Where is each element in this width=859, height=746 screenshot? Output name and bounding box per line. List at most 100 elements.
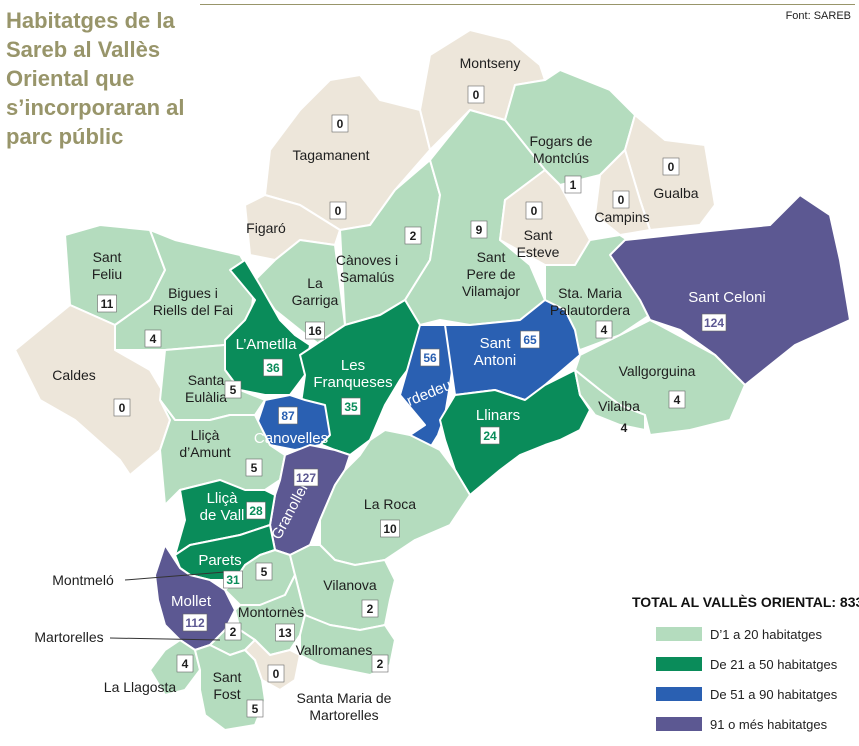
municipality-name-caldes: Caldes [52,367,96,383]
value-box-campins [612,190,630,209]
value-box-cànoves-i-samalús [404,226,422,245]
value-box-montseny [467,85,485,104]
value-box-vilanova [361,599,379,618]
value-label-mollet: 112 [185,616,205,630]
value-box-la-llagosta [176,654,194,673]
value-label-caldes: 0 [119,401,126,415]
value-label-montseny: 0 [473,88,480,102]
legend-row: D’1 a 20 habitatges [632,626,857,642]
value-box-bigues-i-riells-del-fai [144,329,162,348]
value-box-vallromanes [371,654,389,673]
municipality-name-fogars-de-montclús: Fogars de Montclús [529,133,592,166]
value-label-vilanova: 2 [367,602,374,616]
legend-label: De 21 a 50 habitatges [710,656,838,672]
municipality-name-santa-maria-de-martorelles: Santa Maria de Martorelles [297,690,392,723]
value-label-la-llagosta: 4 [182,657,189,671]
value-box-mollet [182,613,208,632]
value-box-parets [223,570,243,589]
value-label-les-franqueses: 35 [344,400,358,414]
value-label-figaró: 0 [335,204,342,218]
value-label-lliçà-d-amunt: 5 [251,461,258,475]
region-sant-celoni[interactable] [609,194,851,386]
value-box-sant-feliu [97,294,117,313]
value-box-sant-celoni [701,313,727,332]
value-box-montornès [275,623,295,642]
municipality-name-la-roca: La Roca [364,496,416,512]
legend-label: De 51 a 90 habitatges [710,686,838,702]
region-vallromanes[interactable] [299,614,396,676]
value-box-l-ametlla [263,358,283,377]
value-label-sant-antoni: 65 [523,333,537,347]
value-label-sta-maria-palautordera: 4 [601,323,608,337]
value-label-sant-fost: 5 [252,702,259,716]
value-box-sant-fost [246,699,264,718]
value-box-sant-pere-de-vilamajor [470,220,488,239]
value-label-bigues-i-riells-del-fai: 4 [150,332,157,346]
value-label-sant-feliu: 11 [101,297,114,311]
municipality-name-sant-fost: Sant Fost [213,669,242,702]
value-label-cardedeu: 56 [423,351,437,365]
legend-label: 91 o més habitatges [710,716,828,732]
value-label-montornès: 13 [278,626,292,640]
municipality-name-gualba: Gualba [653,185,698,201]
value-label-sant-esteve: 0 [531,204,538,218]
value-box-fogars-de-montclús [564,175,582,194]
value-label-cànoves-i-samalús: 2 [410,229,417,243]
value-box-cardedeu [420,348,440,367]
value-label-la-roca: 10 [383,522,397,536]
municipality-name-les-franqueses: Les Franqueses [313,357,392,391]
municipality-name-vallgorguina: Vallgorguina [619,363,696,379]
municipality-name-llinars: Llinars [476,407,520,424]
value-label-sant-pere-de-vilamajor: 9 [476,223,483,237]
municipality-name-parets: Parets [198,552,241,569]
municipality-name-campins: Campins [594,209,649,225]
municipality-name-la-garriga: La Garriga [292,275,339,308]
municipality-name-sant-esteve: Sant Esteve [517,227,560,260]
municipality-name-martorelles: Martorelles [34,629,103,645]
leader-line-martorelles [109,637,221,641]
value-box-martorelles [224,622,242,641]
leader-line-montmelo [124,571,226,581]
region-vilalba[interactable] [574,369,646,431]
municipality-name-sta-maria-palautordera: Sta. Maria Palautordera [550,285,630,318]
municipality-name-lliçà-de-vall: Lliçà de Vall [200,490,245,524]
map-title: Habitatges de la Sareb al Vallès Orienta… [6,8,185,149]
value-box-vallgorguina [668,390,686,409]
value-label-gualba: 0 [668,160,675,174]
value-label-la-garriga: 16 [308,324,322,338]
municipality-name-vilalba: Vilalba [598,398,640,414]
value-box-montmeló [255,562,273,581]
value-label-campins: 0 [618,193,625,207]
value-box-sant-antoni [520,330,540,349]
value-box-figaró [329,201,347,220]
value-box-la-garriga [305,321,325,340]
value-box-santa-maria-de-martorelles [267,664,285,683]
legend-swatch [656,657,702,671]
legend: TOTAL AL VALLÈS ORIENTAL: 833 D’1 a 20 h… [632,594,859,746]
value-label-tagamanent: 0 [337,117,344,131]
value-label-martorelles: 2 [230,625,237,639]
municipality-name-l-ametlla: L’Ametlla [236,336,298,353]
total-label: TOTAL AL VALLÈS ORIENTAL: 833 [632,594,859,610]
value-box-llinars [480,426,500,445]
municipality-name-sant-pere-de-vilamajor: Sant Pere de Vilamajor [462,249,520,299]
value-label-vilalba: 4 [621,421,628,435]
value-label-vallgorguina: 4 [674,393,681,407]
municipality-name-figaró: Figaró [246,220,286,236]
municipality-name-mollet: Mollet [171,593,212,610]
region-llinars[interactable] [439,369,591,496]
value-label-montmeló: 5 [261,565,268,579]
value-box-santa-eulàlia [224,380,242,399]
legend-swatch [656,627,702,641]
municipality-name-sant-feliu: Sant Feliu [92,249,122,282]
legend-row: De 21 a 50 habitatges [632,656,857,672]
value-label-parets: 31 [226,573,240,587]
municipality-name-santa-eulàlia: Santa Eulàlia [185,372,227,405]
value-box-caldes [113,398,131,417]
region-la-roca[interactable] [319,429,471,566]
value-label-sant-celoni: 124 [704,316,724,330]
municipality-name-vallromanes: Vallromanes [296,642,373,658]
value-label-l-ametlla: 36 [266,361,280,375]
municipality-name-la-llagosta: La Llagosta [104,679,177,695]
